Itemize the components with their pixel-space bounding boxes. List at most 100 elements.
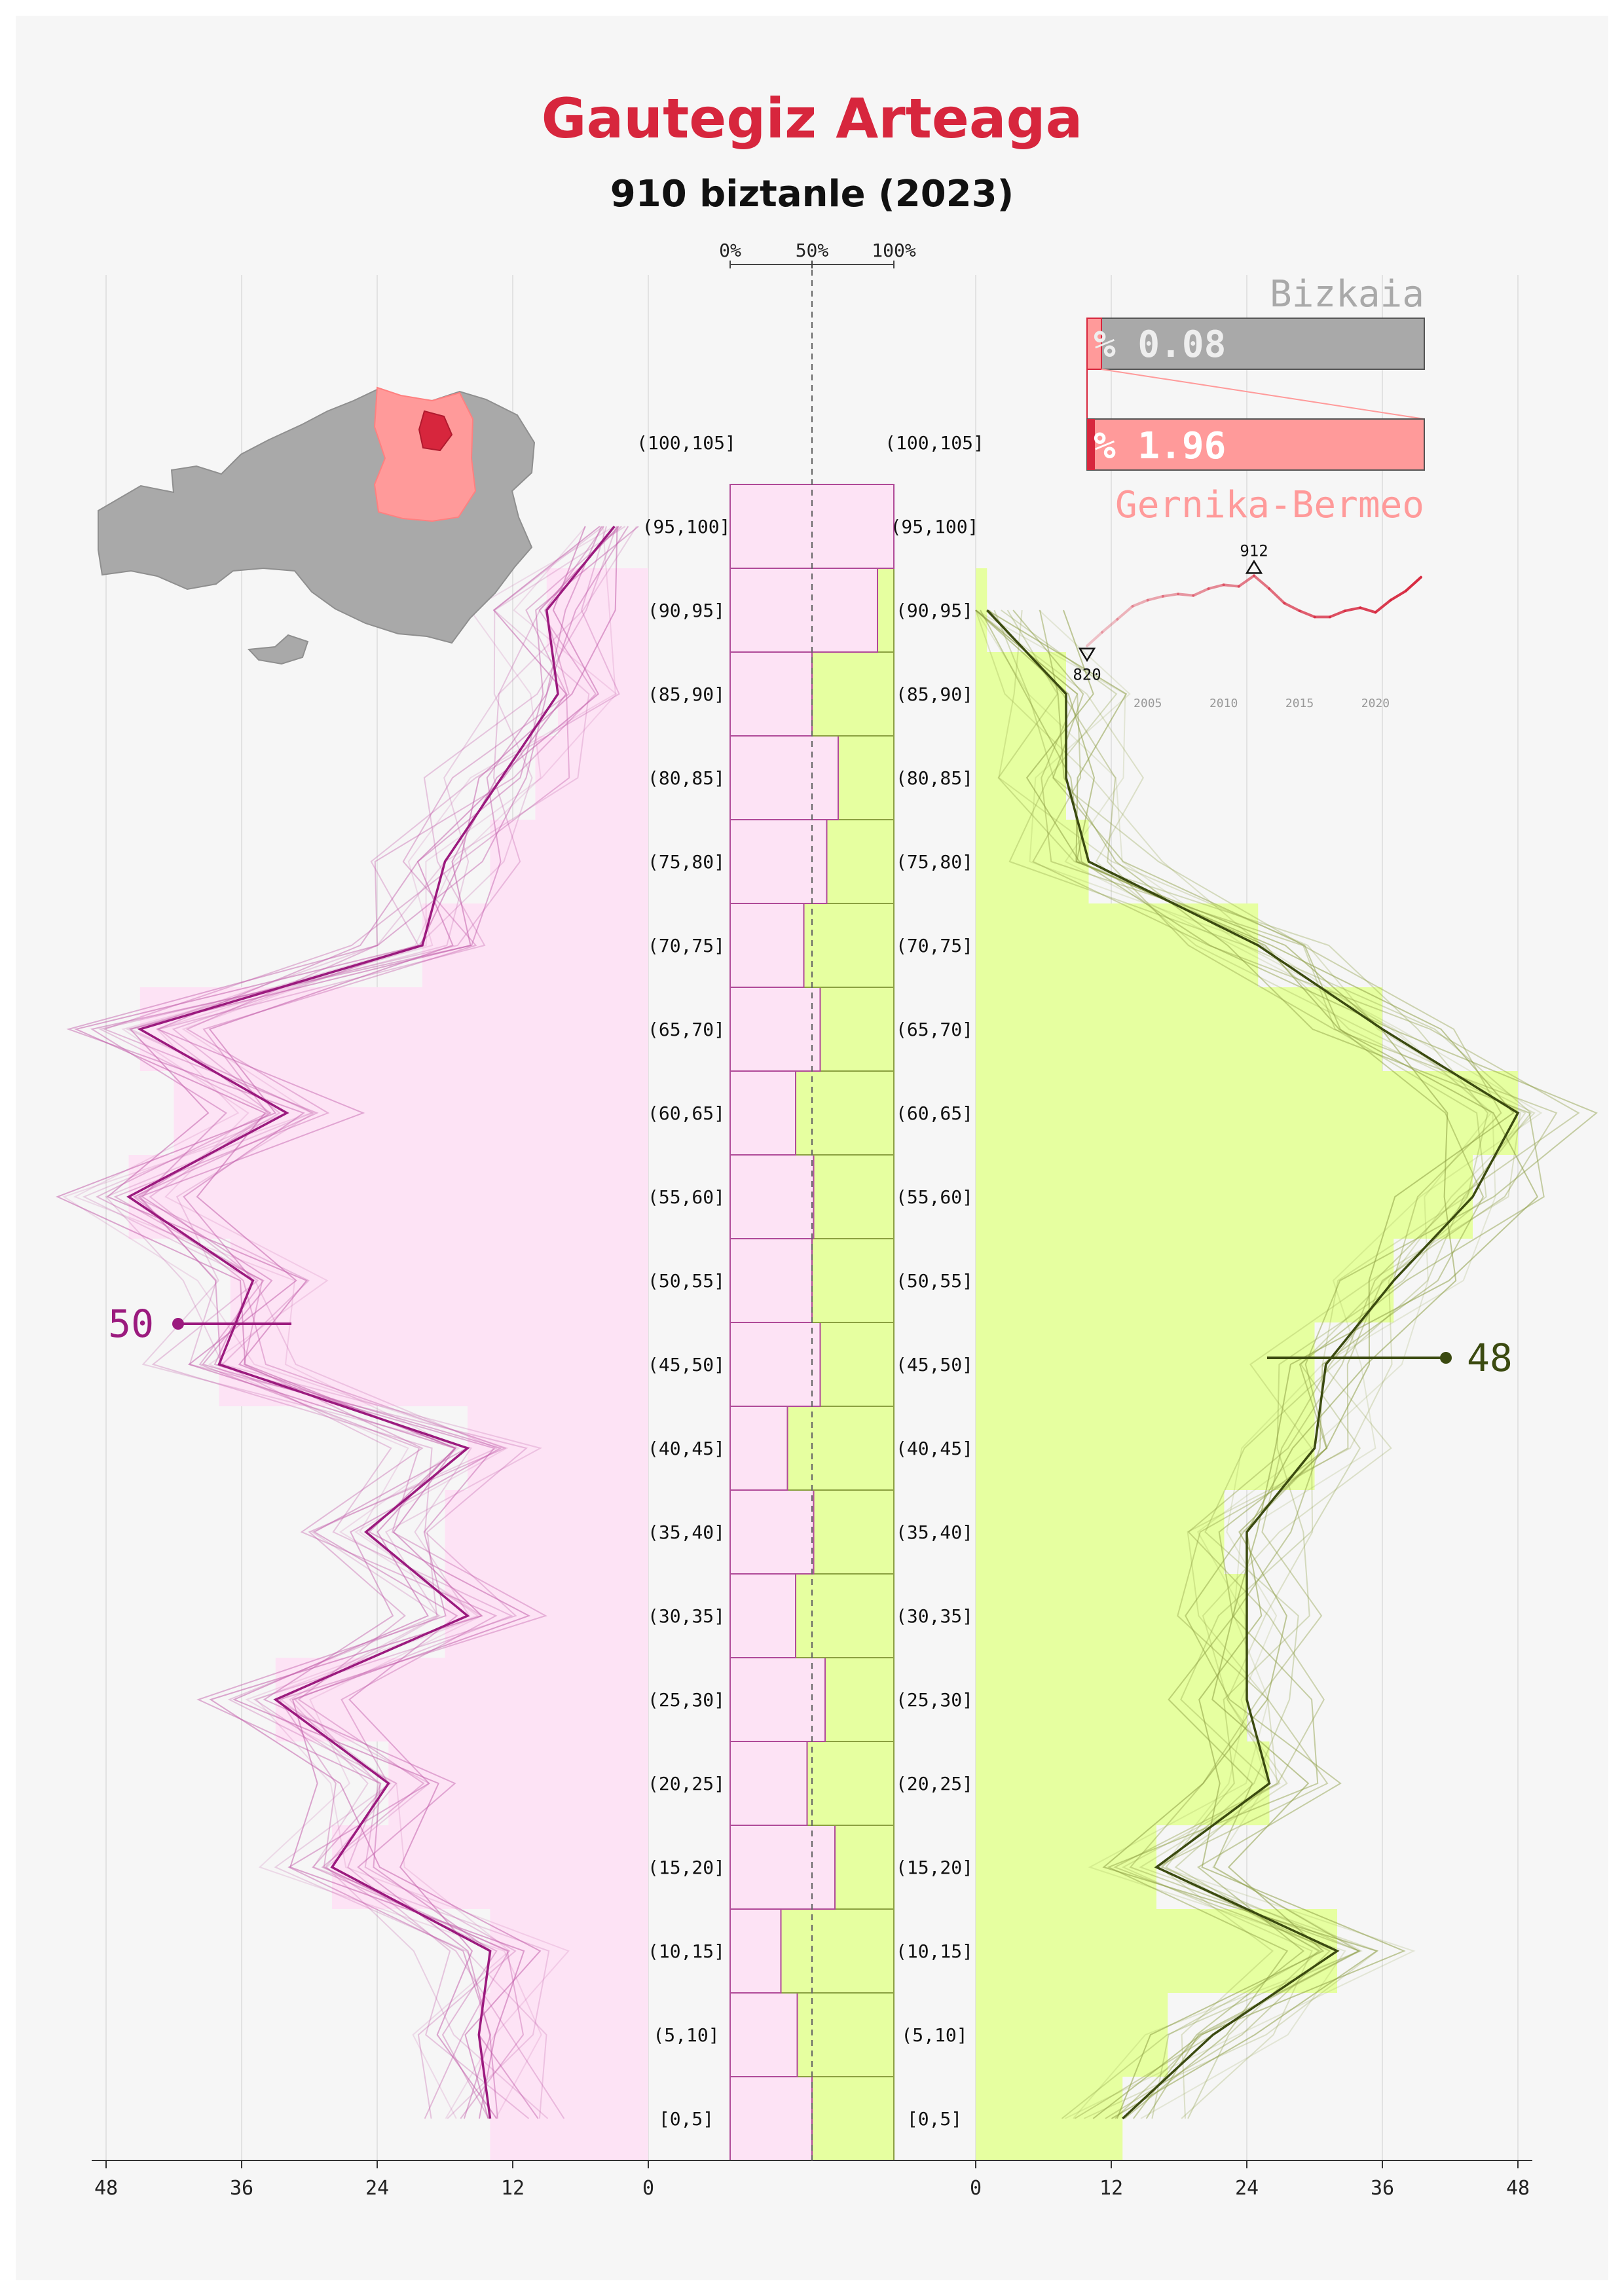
male-history-line bbox=[975, 610, 1543, 2119]
province-share-bar bbox=[1086, 318, 1425, 370]
male-bar bbox=[976, 903, 1259, 987]
female-share-segment bbox=[729, 1992, 798, 2077]
female-share-segment bbox=[729, 1238, 813, 1323]
male-history-lines bbox=[975, 610, 1598, 2119]
trend-segment bbox=[1268, 587, 1286, 605]
age-label-right: (55,60] bbox=[896, 1186, 973, 1208]
male-history-line bbox=[975, 610, 1580, 2119]
female-bar bbox=[490, 2077, 648, 2160]
trend-segment bbox=[1086, 630, 1104, 647]
age-label-left: (45,50] bbox=[648, 1354, 725, 1376]
trend-segment bbox=[1253, 574, 1271, 591]
x-tick-label-right: 36 bbox=[1371, 2177, 1394, 2200]
trend-segment bbox=[1283, 602, 1301, 612]
trend-segment bbox=[1131, 598, 1149, 608]
trend-segment bbox=[1344, 606, 1362, 612]
x-tick-label-left: 0 bbox=[642, 2177, 654, 2200]
x-tick-label-right: 12 bbox=[1099, 2177, 1123, 2200]
female-bar bbox=[535, 736, 648, 820]
female-share-segment bbox=[729, 1489, 815, 1575]
female-bar bbox=[445, 1574, 648, 1658]
female-share-segment bbox=[729, 2076, 813, 2161]
share-axis-ticks: 0% 50% 100% bbox=[719, 240, 916, 268]
age-label-left: (80,85] bbox=[648, 767, 725, 789]
female-share-segment bbox=[729, 1406, 788, 1491]
trend-segment bbox=[1374, 598, 1392, 614]
trend-segment bbox=[1298, 610, 1316, 619]
province-share-value: % 0.08 bbox=[1094, 323, 1226, 366]
age-label-right: (95,100] bbox=[891, 516, 979, 538]
male-bar bbox=[976, 1239, 1394, 1322]
female-share-segment bbox=[729, 1154, 815, 1239]
age-label-right: (60,65] bbox=[896, 1102, 973, 1124]
municipality-shape bbox=[418, 410, 453, 452]
female-share-segment bbox=[729, 568, 878, 653]
female-bar bbox=[490, 820, 648, 903]
female-share-segment bbox=[729, 903, 805, 988]
age-label-right: (10,15] bbox=[896, 1941, 973, 1962]
age-label-left: (25,30] bbox=[648, 1689, 725, 1711]
share-tick-label-0: 0% bbox=[719, 240, 741, 261]
male-history-line bbox=[993, 610, 1487, 2119]
male-callout-dot bbox=[1440, 1352, 1452, 1364]
share-tick-label-50: 50% bbox=[796, 240, 829, 261]
male-bar bbox=[976, 1574, 1247, 1658]
male-history-line bbox=[1001, 610, 1532, 2119]
age-label-left: (90,95] bbox=[648, 600, 725, 621]
age-label-left: (15,20] bbox=[648, 1857, 725, 1878]
x-axis-ticks: 48 48 36 36 24 24 12 12 0 0 bbox=[94, 2160, 1530, 2200]
male-callout-value: 48 bbox=[1467, 1336, 1513, 1380]
male-bar bbox=[976, 1490, 1225, 1574]
age-label-right: (85,90] bbox=[896, 683, 973, 705]
female-bar bbox=[219, 1322, 648, 1406]
male-bar bbox=[976, 2077, 1123, 2160]
trend-year-tick: 2015 bbox=[1285, 697, 1314, 710]
age-label-right: (80,85] bbox=[896, 767, 973, 789]
x-tick-label-left: 24 bbox=[365, 2177, 389, 2200]
age-label-left: (40,45] bbox=[648, 1438, 725, 1459]
age-label-right: (25,30] bbox=[896, 1689, 973, 1711]
female-share-segment bbox=[729, 651, 813, 737]
province-exclave-shape bbox=[247, 634, 309, 665]
trend-segment bbox=[1389, 589, 1407, 602]
female-bars bbox=[128, 568, 648, 2160]
male-history-line bbox=[975, 610, 1536, 2119]
male-bar bbox=[976, 1406, 1315, 1490]
share-panel: Bizkaia % 0.08 % 1.96 Gernika-Bermeo bbox=[1086, 273, 1425, 526]
page-title: Gautegiz Arteaga bbox=[542, 86, 1083, 151]
x-tick-label-left: 36 bbox=[230, 2177, 253, 2200]
trend-segment bbox=[1116, 605, 1134, 621]
trend-segment bbox=[1161, 592, 1180, 598]
page-subtitle: 910 biztanle (2023) bbox=[610, 173, 1014, 215]
age-label-left: (20,25] bbox=[648, 1773, 725, 1795]
male-history-line bbox=[975, 610, 1492, 2119]
province-label: Bizkaia bbox=[1270, 273, 1424, 316]
trend-max-label: 912 bbox=[1240, 541, 1268, 560]
trend-segment bbox=[1192, 587, 1210, 597]
region-shape bbox=[373, 386, 477, 522]
female-bar bbox=[468, 1406, 648, 1490]
female-callout: 50 bbox=[108, 1302, 291, 1346]
trend-segment bbox=[1177, 592, 1195, 597]
male-bar bbox=[976, 1658, 1247, 1741]
region-label: Gernika-Bermeo bbox=[1115, 484, 1424, 526]
age-label-right: (20,25] bbox=[896, 1773, 973, 1795]
age-label-left: [0,5] bbox=[659, 2108, 714, 2130]
trend-min-label: 820 bbox=[1073, 666, 1101, 684]
age-label-right: (70,75] bbox=[896, 935, 973, 957]
x-tick-label-left: 48 bbox=[94, 2177, 118, 2200]
female-bar bbox=[422, 903, 648, 987]
female-bar bbox=[139, 987, 648, 1071]
age-label-left: (100,105] bbox=[637, 432, 736, 454]
age-label-left: (55,60] bbox=[648, 1186, 725, 1208]
female-callout-value: 50 bbox=[108, 1302, 154, 1346]
age-label-right: (90,95] bbox=[896, 600, 973, 621]
male-bar bbox=[976, 1825, 1156, 1909]
female-bar bbox=[558, 652, 648, 736]
male-bar bbox=[976, 1155, 1473, 1239]
male-bar bbox=[976, 736, 1066, 820]
age-label-left: (60,65] bbox=[648, 1102, 725, 1124]
x-tick-label-right: 0 bbox=[970, 2177, 982, 2200]
province-share-fill bbox=[1086, 318, 1102, 370]
